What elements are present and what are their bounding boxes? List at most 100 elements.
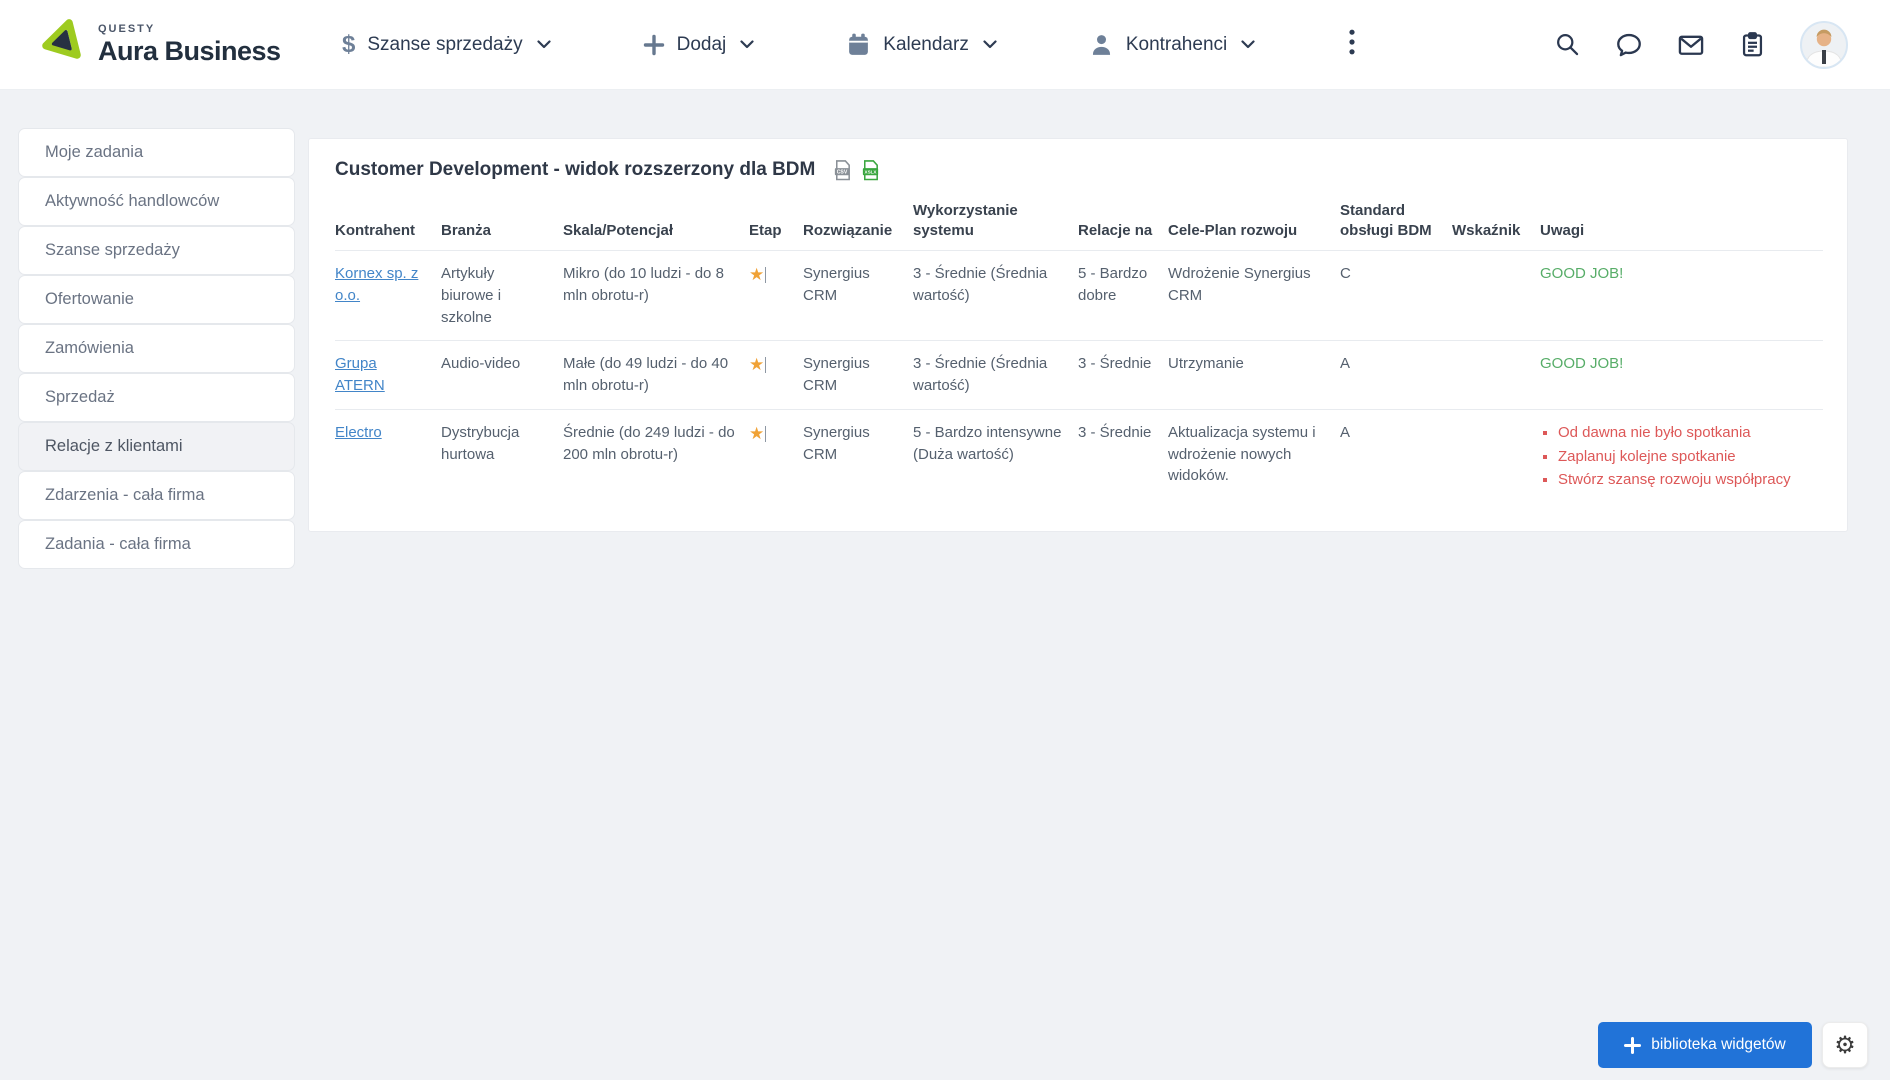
uwagi-alert-item: Od dawna nie było spotkania: [1558, 422, 1809, 444]
clipboard-icon[interactable]: [1739, 31, 1766, 58]
plus-icon: [1624, 1036, 1642, 1054]
cell-wykorzystanie: 5 - Bardzo intensywne (Duża wartość): [913, 408, 1078, 505]
uwagi-good-job: GOOD JOB!: [1540, 355, 1624, 373]
cell-wskaznik: [1452, 249, 1540, 341]
col-wskaznik: Wskaźnik: [1452, 221, 1521, 239]
user-avatar[interactable]: [1800, 20, 1848, 69]
export-csv-icon[interactable]: CSV: [832, 159, 853, 181]
dashboard-settings-button[interactable]: ⚙: [1822, 1022, 1868, 1068]
cell-relacje: 5 - Bardzo dobre: [1078, 249, 1168, 341]
search-icon[interactable]: [1554, 31, 1581, 58]
dollar-icon: $: [342, 30, 356, 58]
stage-bar: [765, 357, 767, 374]
sidebar-item-relacje-z-klientami[interactable]: Relacje z klientami: [18, 422, 295, 471]
sidebar-item-szanse-sprzedazy[interactable]: Szanse sprzedaży: [18, 226, 295, 275]
sidebar-item-label: Zadania - cała firma: [45, 535, 191, 553]
cell-rozwiazanie: Synergius CRM: [803, 408, 913, 505]
topbar: QUESTY Aura Business $ Szanse sprzedaży …: [0, 0, 1890, 90]
svg-text:XSLX: XSLX: [865, 170, 878, 175]
brand-questy: QUESTY: [98, 23, 156, 35]
nav-dodaj[interactable]: Dodaj: [643, 34, 755, 56]
table-header-row: Kontrahent Branża Skala/Potencjał Etap R…: [335, 195, 1823, 251]
sidebar-item-label: Szanse sprzedaży: [45, 241, 180, 259]
widget-library-button[interactable]: biblioteka widgetów: [1598, 1022, 1812, 1068]
sidebar-item-label: Ofertowanie: [45, 290, 134, 308]
col-cele-plan-rozwoju: Cele-Plan rozwoju: [1168, 221, 1298, 239]
cell-cele: Wdrożenie Synergius CRM: [1168, 249, 1340, 341]
svg-text:CSV: CSV: [837, 170, 848, 176]
col-rozwiazanie: Rozwiązanie: [803, 221, 893, 239]
customer-development-widget: Customer Development - widok rozszerzony…: [308, 138, 1848, 532]
cell-rozwiazanie: Synergius CRM: [803, 249, 913, 341]
col-etap: Etap: [749, 221, 782, 239]
sidebar-item-label: Zamówienia: [45, 339, 134, 357]
mail-icon[interactable]: [1677, 31, 1705, 59]
uwagi-good-job: GOOD JOB!: [1540, 265, 1624, 282]
app-logo[interactable]: QUESTY Aura Business: [36, 17, 286, 72]
export-xlsx-icon[interactable]: XSLX: [860, 159, 881, 181]
cell-branza: Dystrybucja hurtowa: [441, 408, 563, 505]
widget-title: Customer Development - widok rozszerzony…: [335, 159, 816, 180]
cell-wskaznik: [1452, 408, 1540, 505]
questy-logo-icon: [36, 17, 86, 72]
sidebar-item-label: Relacje z klientami: [45, 437, 183, 455]
cell-rozwiazanie: Synergius CRM: [803, 340, 913, 410]
nav-kalendarz[interactable]: Kalendarz: [846, 32, 997, 57]
nav-label: Dodaj: [676, 33, 727, 55]
person-icon: [1092, 35, 1110, 55]
col-relacje-na: Relacje na: [1078, 221, 1153, 239]
topbar-actions: [1554, 20, 1848, 69]
sidebar-item-zdarzenia-cala-firma[interactable]: Zdarzenia - cała firma: [18, 471, 295, 520]
kontrahent-link[interactable]: Kornex sp. z o.o.: [335, 265, 419, 304]
uwagi-alert-item: Stwórz szansę rozwoju współpracy: [1558, 469, 1809, 491]
chevron-down-icon: [537, 40, 551, 49]
cell-relacje: 3 - Średnie: [1078, 408, 1168, 505]
table-row: Grupa ATERN Audio-video Małe (do 49 ludz…: [335, 340, 1823, 410]
chevron-down-icon: [740, 40, 754, 49]
cell-skala: Mikro (do 10 ludzi - do 8 mln obrotu-r): [563, 249, 749, 341]
sidebar-item-sprzedaz[interactable]: Sprzedaż: [18, 373, 295, 422]
more-menu-kebab-icon[interactable]: [1343, 23, 1361, 66]
cell-skala: Małe (do 49 ludzi - do 40 mln obrotu-r): [563, 340, 749, 410]
nav-kontrahenci[interactable]: Kontrahenci: [1089, 32, 1255, 57]
sidebar-item-label: Moje zadania: [45, 143, 144, 161]
cell-wykorzystanie: 3 - Średnie (Średnia wartość): [913, 249, 1078, 341]
brand-name: Aura Business: [98, 36, 281, 66]
col-standard-obslugi-bdm: Standard obsługi BDM: [1340, 202, 1432, 239]
col-uwagi: Uwagi: [1540, 221, 1585, 239]
table-row: Electro Dystrybucja hurtowa Średnie (do …: [335, 408, 1823, 505]
cell-standard: A: [1340, 340, 1452, 410]
stage-star-icon: ★: [749, 355, 765, 376]
sidebar-item-zadania-cala-firma[interactable]: Zadania - cała firma: [18, 520, 295, 569]
chat-icon[interactable]: [1615, 31, 1643, 59]
stage-star-icon: ★: [749, 423, 765, 444]
cell-cele: Utrzymanie: [1168, 340, 1340, 410]
stage-bar: [765, 267, 767, 283]
col-branza: Branża: [441, 221, 492, 239]
kontrahent-link[interactable]: Grupa ATERN: [335, 355, 385, 394]
table-row: Kornex sp. z o.o. Artykuły biurowe i szk…: [335, 249, 1823, 341]
sidebar-item-label: Aktywność handlowców: [45, 192, 220, 210]
cell-cele: Aktualizacja systemu i wdrożenie nowych …: [1168, 408, 1340, 505]
nav-szanse-sprzedazy[interactable]: $ Szanse sprzedaży: [342, 31, 551, 59]
nav-label: Szanse sprzedaży: [367, 33, 523, 55]
uwagi-alert-list: Od dawna nie było spotkania Zaplanuj kol…: [1540, 422, 1809, 491]
customer-development-table: Kontrahent Branża Skala/Potencjał Etap R…: [335, 195, 1823, 505]
sidebar-item-zamowienia[interactable]: Zamówienia: [18, 324, 295, 373]
gear-icon: ⚙: [1834, 1031, 1856, 1059]
sidebar-item-aktywnosc-handlowcow[interactable]: Aktywność handlowców: [18, 177, 295, 226]
uwagi-alert-item: Zaplanuj kolejne spotkanie: [1558, 446, 1809, 468]
col-skala-potencjal: Skala/Potencjał: [563, 221, 674, 239]
cell-branza: Artykuły biurowe i szkolne: [441, 249, 563, 341]
sidebar-item-label: Sprzedaż: [45, 388, 115, 406]
chevron-down-icon: [983, 40, 997, 49]
kontrahent-link[interactable]: Electro: [335, 423, 382, 441]
col-kontrahent: Kontrahent: [335, 221, 415, 239]
sidebar-item-label: Zdarzenia - cała firma: [45, 486, 205, 504]
plus-icon: [643, 34, 664, 55]
calendar-icon: [849, 33, 869, 55]
sidebar-item-ofertowanie[interactable]: Ofertowanie: [18, 275, 295, 324]
cell-relacje: 3 - Średnie: [1078, 340, 1168, 410]
sidebar-item-moje-zadania[interactable]: Moje zadania: [18, 128, 295, 177]
col-wykorzystanie-systemu: Wykorzystanie systemu: [913, 202, 1018, 239]
